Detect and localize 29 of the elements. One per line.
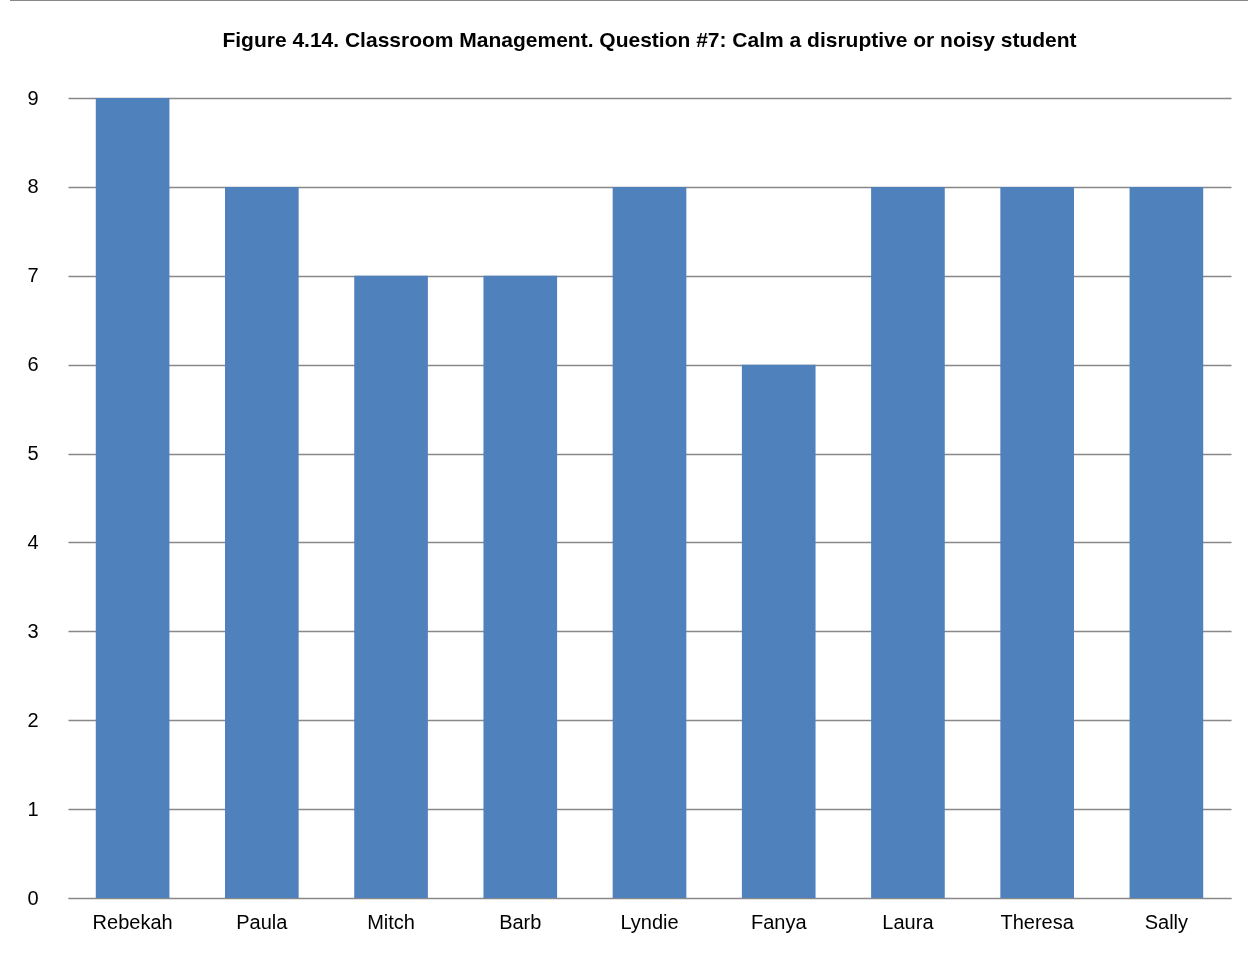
bar: [95, 98, 170, 898]
chart-title: Figure 4.14. Classroom Management. Question #7: Calm a disruptive or noisy student: [222, 28, 1077, 51]
x-tick-label: Theresa: [1000, 910, 1075, 933]
bar: [225, 186, 299, 898]
bar: [483, 275, 558, 898]
x-tick-label: Barb: [499, 910, 542, 933]
x-tick-label: Laura: [882, 910, 935, 933]
y-tick-label: 7: [27, 264, 39, 287]
y-tick-label: 1: [27, 797, 39, 820]
y-tick-label: 4: [27, 530, 39, 553]
y-tick-label: 2: [27, 708, 39, 731]
bar: [1000, 186, 1074, 898]
x-tick-label: Mitch: [367, 910, 415, 933]
y-tick-label: 6: [27, 353, 39, 376]
x-tick-label: Lyndie: [620, 910, 679, 933]
x-tick-label: Rebekah: [92, 910, 173, 933]
y-tick-label: 8: [27, 175, 39, 198]
bar: [1129, 186, 1204, 898]
bar: [741, 364, 816, 898]
y-tick-label: 9: [27, 86, 39, 109]
x-tick-label: Paula: [236, 910, 289, 933]
x-tick-label: Fanya: [750, 910, 808, 933]
y-tick-label: 3: [27, 619, 39, 642]
bar: [612, 186, 687, 898]
bar: [871, 186, 945, 898]
y-tick-label: 0: [27, 886, 39, 909]
x-tick-label: Sally: [1144, 910, 1189, 933]
bar: [354, 275, 428, 898]
y-tick-label: 5: [27, 442, 39, 465]
